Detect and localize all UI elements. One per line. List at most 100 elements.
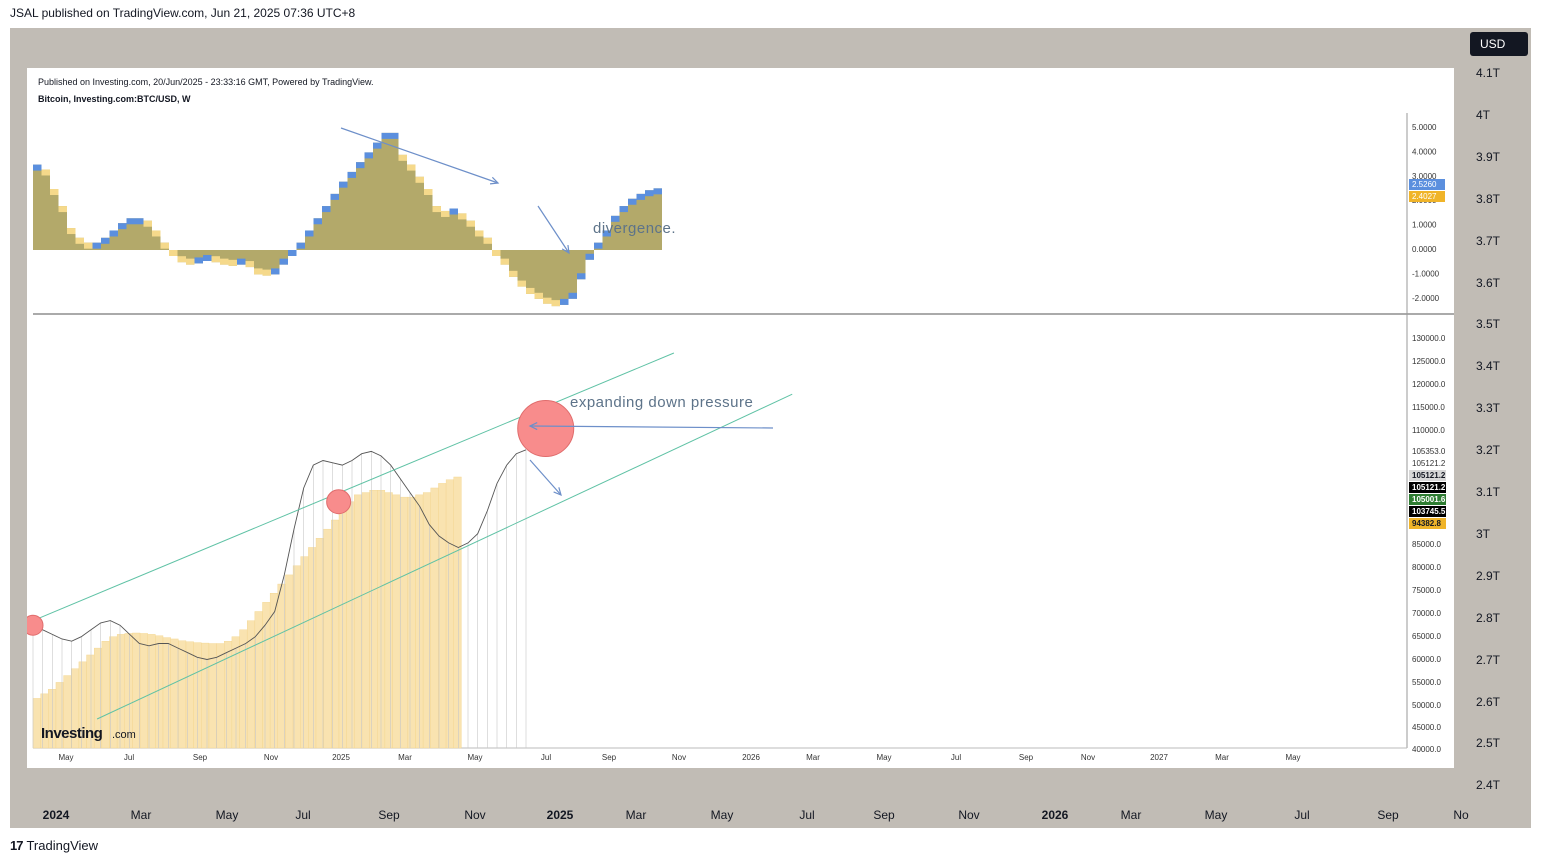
oscillator-cap bbox=[254, 268, 263, 275]
oscillator-bar bbox=[560, 250, 569, 305]
oscillator-bar bbox=[211, 250, 220, 263]
oscillator-bar bbox=[432, 206, 441, 250]
oscillator-bar bbox=[381, 132, 390, 250]
price-badge-text: 105121.2 bbox=[1412, 471, 1446, 480]
volume-bar bbox=[415, 494, 424, 749]
oscillator-cap bbox=[101, 237, 110, 244]
pressure-annotation: expanding down pressure bbox=[570, 394, 753, 411]
price-badge-text: 103745.5 bbox=[1412, 507, 1446, 516]
tradingview-logo-icon[interactable]: 17 bbox=[10, 838, 24, 853]
outer-time-tick: 2024 bbox=[42, 808, 70, 822]
oscillator-bar bbox=[67, 228, 76, 250]
outer-price-tick: 2.9T bbox=[1476, 568, 1501, 583]
outer-price-tick: 3.1T bbox=[1476, 485, 1501, 499]
inner-time-tick: Nov bbox=[672, 753, 686, 762]
oscillator-bar bbox=[526, 250, 535, 294]
oscillator-bar bbox=[152, 230, 161, 250]
oscillator-cap bbox=[526, 287, 535, 294]
oscillator-bar bbox=[33, 164, 42, 250]
outer-price-tick: 2.6T bbox=[1476, 694, 1501, 709]
inner-time-tick: 2026 bbox=[742, 753, 760, 762]
oscillator-cap bbox=[109, 230, 118, 237]
outer-price-tick: 2.8T bbox=[1476, 610, 1501, 625]
oscillator-cap bbox=[186, 258, 195, 265]
inner-time-tick: Mar bbox=[398, 753, 412, 762]
price-axis-tick: 105353.0 bbox=[1412, 447, 1446, 456]
volume-bar bbox=[361, 492, 370, 749]
oscillator-cap bbox=[347, 171, 356, 178]
oscillator-bar bbox=[466, 220, 475, 250]
price-badge-text: 105001.6 bbox=[1412, 495, 1446, 504]
signal-marker bbox=[517, 400, 575, 457]
oscillator-bar bbox=[577, 250, 586, 280]
volume-bar bbox=[453, 476, 462, 749]
outer-time-axis[interactable]: 2024 Mar May Jul Sep Nov 2025 Mar May Jul Sep Nov 20… bbox=[10, 800, 1531, 828]
inner-time-tick: May bbox=[467, 753, 482, 762]
oscillator-cap bbox=[492, 250, 501, 256]
volume-bar bbox=[369, 490, 378, 749]
oscillator-cap bbox=[475, 230, 484, 237]
price-axis-tick: 115000.0 bbox=[1412, 403, 1445, 412]
oscillator-bar bbox=[602, 230, 611, 250]
oscillator-cap bbox=[305, 230, 314, 237]
oscillator-bar bbox=[568, 250, 577, 299]
inner-time-tick: Jul bbox=[951, 753, 961, 762]
oscillator-cap bbox=[449, 208, 458, 215]
volume-layer bbox=[32, 476, 462, 749]
price-value-badge: 105121.2 bbox=[1409, 482, 1446, 493]
outer-price-axis[interactable]: 4.1T 4T 3.9T 3.8T 3.7T 3.6T 3.5T 3.4T 3.3T 3.2T 3.… bbox=[1462, 60, 1538, 800]
outer-time-tick: Jul bbox=[295, 808, 311, 822]
price-axis-tick: 40000.0 bbox=[1412, 745, 1441, 754]
oscillator-bar bbox=[220, 250, 229, 265]
oscillator-bar bbox=[619, 206, 628, 250]
inner-time-tick: Jul bbox=[541, 753, 551, 762]
oscillator-cap bbox=[628, 198, 637, 205]
outer-time-tick: Sep bbox=[378, 808, 400, 822]
volume-bar bbox=[254, 611, 263, 749]
volume-bar bbox=[162, 637, 171, 749]
oscillator-cap bbox=[653, 188, 662, 195]
oscillator-bar bbox=[177, 250, 186, 263]
price-value-badge: 94382.8 bbox=[1409, 518, 1446, 529]
volume-bar bbox=[338, 510, 347, 749]
oscillator-cap bbox=[602, 230, 611, 237]
oscillator-bar bbox=[398, 154, 407, 250]
outer-time-tick: Mar bbox=[130, 808, 152, 822]
price-axis-tick: 125000.0 bbox=[1412, 357, 1446, 366]
osc-badge-text: 2.5260 bbox=[1412, 180, 1437, 189]
outer-price-tick: 3.6T bbox=[1476, 275, 1501, 290]
oscillator-bar bbox=[390, 132, 399, 250]
oscillator-cap bbox=[517, 280, 526, 287]
oscillator-bar bbox=[415, 176, 424, 250]
oscillator-bar bbox=[534, 250, 543, 299]
oscillator-bar bbox=[339, 181, 348, 250]
volume-bar bbox=[224, 641, 233, 749]
price-value-badge: 105121.2 bbox=[1409, 470, 1446, 481]
oscillator-bar bbox=[517, 250, 526, 287]
oscillator-bar bbox=[551, 250, 560, 307]
footer-brand[interactable]: TradingView bbox=[26, 838, 99, 853]
oscillator-cap bbox=[424, 189, 433, 195]
investing-logo-suffix: .com bbox=[112, 729, 136, 741]
currency-button[interactable]: USD bbox=[1470, 32, 1528, 56]
oscillator-bar bbox=[254, 250, 263, 275]
inner-axes: May Jul Sep Nov 2025 Mar May Jul Sep Nov 2026 Mar Ma… bbox=[58, 123, 1446, 762]
oscillator-bar bbox=[500, 250, 509, 265]
oscillator-cap bbox=[135, 218, 144, 225]
oscillator-cap bbox=[288, 250, 297, 256]
oscillator-bar bbox=[509, 250, 518, 277]
oscillator-bar bbox=[75, 237, 84, 250]
price-axis-tick: 80000.0 bbox=[1412, 563, 1441, 572]
oscillator-cap bbox=[568, 292, 577, 299]
volume-bar bbox=[300, 556, 309, 749]
oscillator-bar bbox=[305, 230, 314, 250]
volume-bar bbox=[308, 547, 317, 749]
embedded-chart-image: Published on Investing.com, 20/Jun/2025 … bbox=[22, 68, 1454, 768]
volume-bar bbox=[285, 574, 294, 749]
oscillator-bar bbox=[628, 198, 637, 250]
oscillator-cap bbox=[143, 220, 152, 227]
oscillator-bar bbox=[58, 206, 67, 250]
signal-marker bbox=[326, 489, 352, 515]
outer-price-tick: 3.3T bbox=[1476, 401, 1501, 416]
oscillator-bar bbox=[322, 206, 331, 250]
